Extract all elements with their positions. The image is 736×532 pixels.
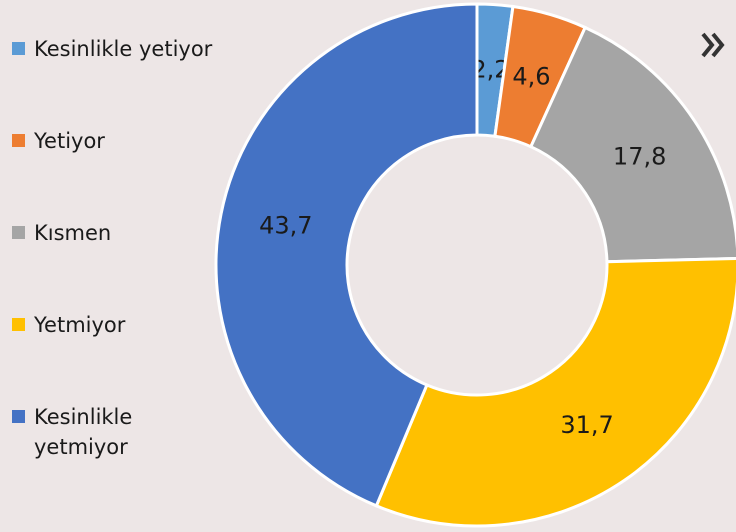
data-label: 43,7 (259, 212, 312, 240)
legend-label: Kısmen (34, 221, 112, 245)
legend-swatch (12, 410, 25, 423)
data-label: 17,8 (613, 142, 666, 170)
legend-label: Yetiyor (34, 129, 105, 153)
legend-item: Kesinlikle yetiyor (12, 34, 249, 126)
more-icon (701, 32, 725, 58)
slice (374, 256, 736, 528)
legend-item: Kısmen (12, 218, 249, 310)
legend-item: Yetiyor (12, 126, 249, 218)
legend-label: Yetmiyor (34, 313, 126, 337)
legend-swatch (12, 318, 25, 331)
data-label: 31,7 (560, 411, 613, 439)
legend: Kesinlikle yetiyor Yetiyor Kısmen Yetmiyor K… (12, 34, 249, 494)
legend-item: Kesinlikle yetmiyor (12, 402, 249, 494)
legend-swatch (12, 134, 25, 147)
legend-swatch (12, 226, 25, 239)
legend-label: Kesinlikle yetiyor (34, 37, 213, 61)
legend-item: Yetmiyor (12, 310, 249, 402)
legend-label: Kesinlikle yetmiyor (34, 405, 133, 459)
slice (528, 25, 736, 264)
slice (214, 2, 479, 508)
data-label: 4,6 (512, 63, 550, 91)
legend-swatch (12, 42, 25, 55)
